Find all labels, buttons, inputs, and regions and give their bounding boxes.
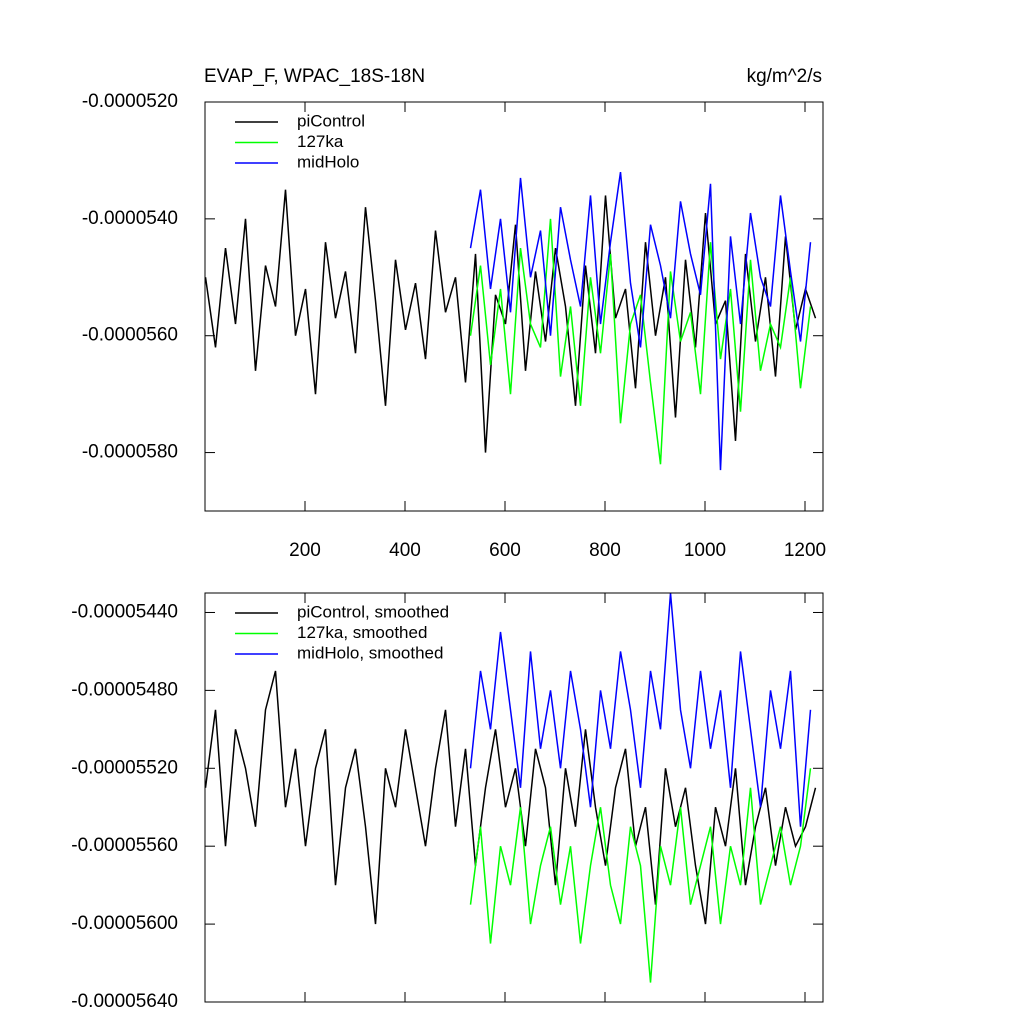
y-tick-label: -0.00005640 — [71, 991, 178, 1012]
y-tick-label: -0.00005440 — [71, 601, 178, 622]
legend-label: piControl — [297, 111, 365, 130]
x-tick-label: 1000 — [684, 540, 726, 561]
y-tick-label: -0.00005480 — [71, 679, 178, 700]
legend-label: 127ka, smoothed — [297, 623, 427, 642]
x-tick-label: 400 — [389, 540, 421, 561]
y-tick-label: -0.00005600 — [71, 913, 178, 934]
series-line — [204, 670, 817, 925]
chart-title: EVAP_F, WPAC_18S-18N — [204, 66, 425, 87]
x-tick-label: 1200 — [784, 540, 826, 561]
x-tick-label: 200 — [289, 540, 321, 561]
x-tick-label: 600 — [489, 540, 521, 561]
legend-label: piControl, smoothed — [297, 602, 449, 621]
legend-label: midHolo — [297, 152, 359, 171]
y-tick-label: -0.0000580 — [82, 442, 178, 463]
plot-frame — [204, 592, 824, 1003]
legend-label: midHolo, smoothed — [297, 643, 443, 662]
series-line — [469, 768, 812, 983]
x-tick-label: 800 — [589, 540, 621, 561]
legend-label: 127ka — [297, 132, 344, 151]
series-line — [469, 218, 812, 465]
y-tick-label: -0.0000540 — [82, 208, 178, 229]
series-line — [469, 592, 812, 827]
series-line — [204, 189, 817, 453]
y-tick-label: -0.0000520 — [82, 91, 178, 112]
y-tick-label: -0.00005520 — [71, 757, 178, 778]
series-line — [469, 172, 812, 471]
units-label: kg/m^2/s — [747, 66, 822, 87]
plot-frame — [204, 101, 824, 512]
y-tick-label: -0.0000560 — [82, 325, 178, 346]
y-tick-label: -0.00005560 — [71, 835, 178, 856]
